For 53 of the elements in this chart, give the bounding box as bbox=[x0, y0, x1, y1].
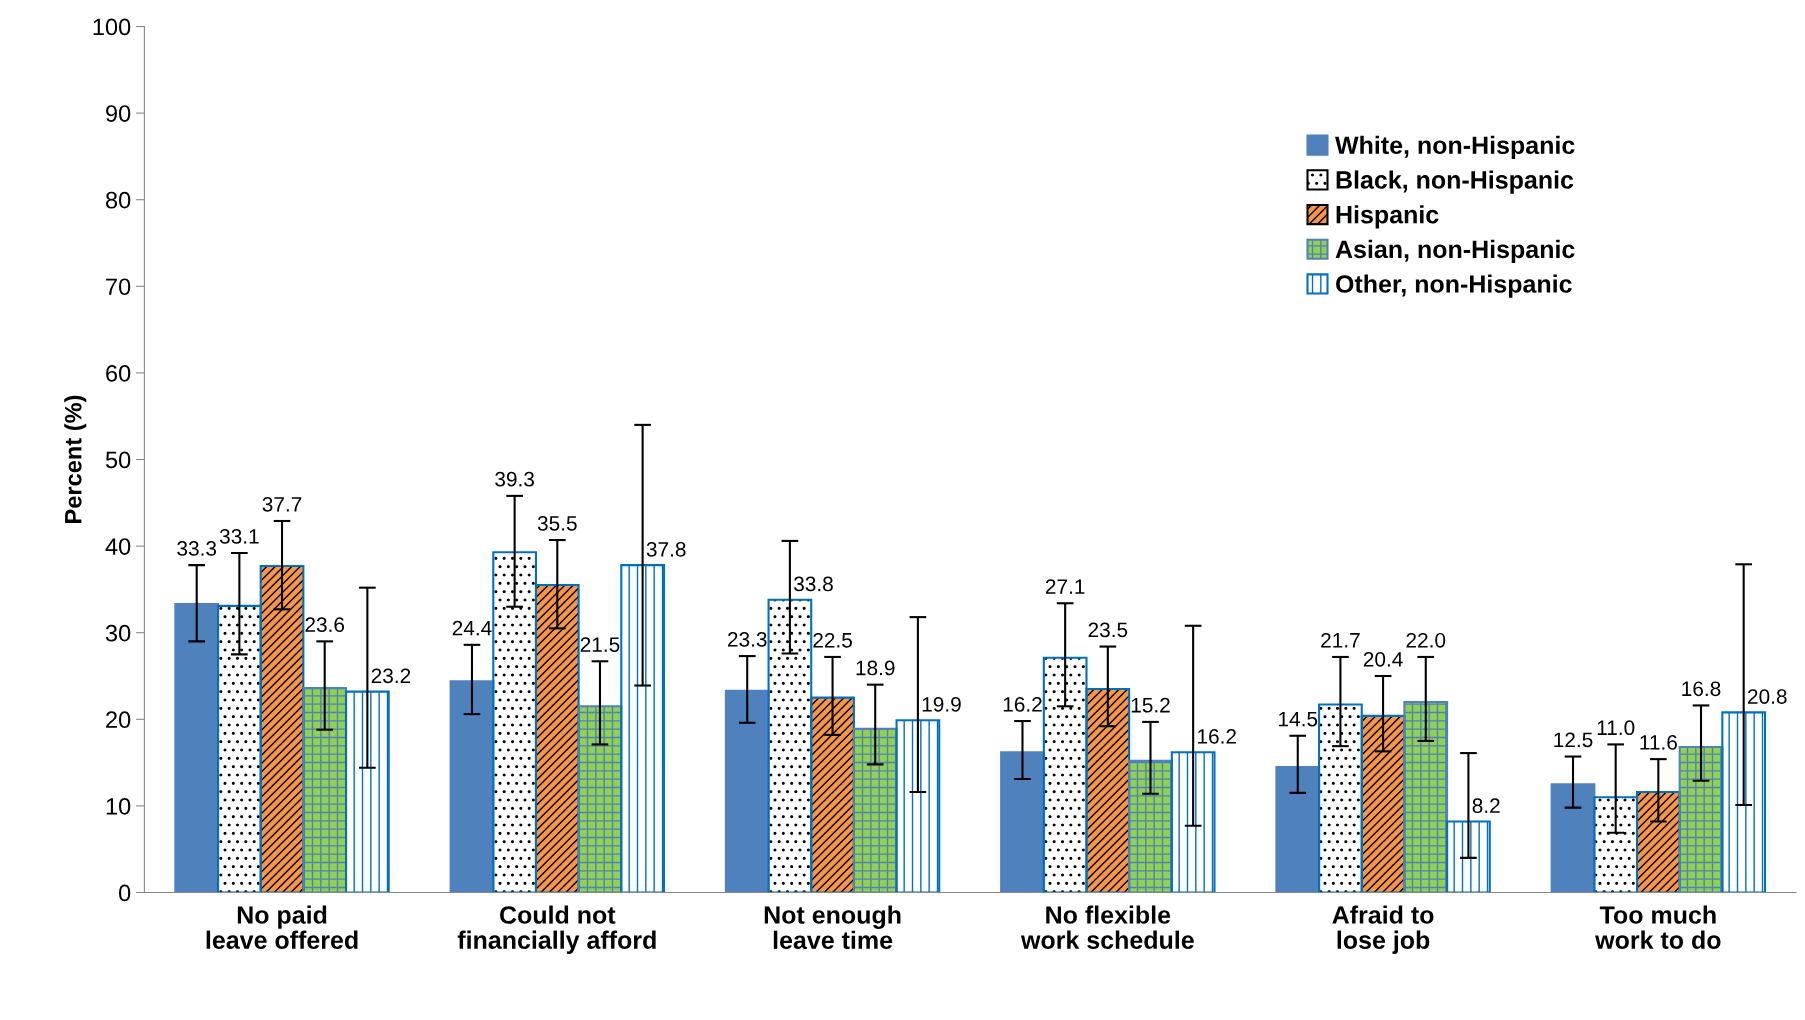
data-label: 14.5 bbox=[1279, 711, 1318, 727]
legend-label: Other, non-Hispanic bbox=[1336, 274, 1572, 298]
x-tick-label: Not enough leave time bbox=[764, 905, 901, 950]
data-label: 20.8 bbox=[1748, 689, 1787, 704]
data-label: 33.1 bbox=[219, 528, 259, 544]
y-tick-label: 30 bbox=[105, 624, 131, 642]
data-label: 22.5 bbox=[813, 632, 852, 648]
data-label: 39.3 bbox=[495, 471, 534, 487]
y-tick-label: 100 bbox=[93, 18, 131, 36]
data-label: 21.7 bbox=[1321, 632, 1360, 648]
data-label: 37.8 bbox=[646, 541, 686, 557]
legend-label: Black, non-Hispanic bbox=[1336, 170, 1574, 194]
data-label: 21.5 bbox=[580, 637, 620, 652]
y-axis-title: Percent (%) bbox=[64, 395, 87, 523]
data-label: 12.5 bbox=[1554, 732, 1593, 748]
y-tick-label: 70 bbox=[106, 278, 131, 296]
data-label: 23.6 bbox=[305, 617, 345, 633]
x-tick-label: No paid leave offered bbox=[206, 905, 358, 949]
data-label: 23.2 bbox=[371, 668, 411, 684]
data-label: 18.9 bbox=[856, 660, 895, 676]
x-tick-label: Afraid to lose job bbox=[1332, 905, 1434, 954]
y-tick-label: 20 bbox=[106, 711, 131, 729]
legend-label: White, non-Hispanic bbox=[1335, 135, 1575, 160]
x-tick-label: No flexible work schedule bbox=[1020, 905, 1194, 949]
data-label: 19.9 bbox=[922, 696, 961, 712]
data-label: 16.8 bbox=[1682, 681, 1721, 697]
y-tick-label: 40 bbox=[105, 538, 131, 555]
y-tick-label: 0 bbox=[119, 884, 131, 902]
data-label: 23.5 bbox=[1088, 622, 1128, 638]
y-tick-label: 90 bbox=[106, 105, 131, 122]
data-label: 16.2 bbox=[1003, 696, 1042, 712]
data-label: 11.6 bbox=[1640, 735, 1677, 750]
data-label: 11.0 bbox=[1597, 720, 1635, 736]
data-label: 33.8 bbox=[793, 576, 833, 592]
y-tick-label: 10 bbox=[106, 797, 131, 815]
y-tick-label: 60 bbox=[106, 364, 131, 382]
data-label: 35.5 bbox=[537, 515, 577, 531]
data-label: 16.2 bbox=[1198, 729, 1236, 744]
data-label: 27.1 bbox=[1045, 579, 1085, 594]
y-tick-label: 80 bbox=[105, 191, 131, 209]
data-label: 15.2 bbox=[1131, 697, 1170, 713]
legend-label: Asian, non-Hispanic bbox=[1335, 239, 1575, 264]
data-label: 24.4 bbox=[452, 620, 492, 636]
legend-label: Hispanic bbox=[1336, 205, 1439, 229]
data-label: 23.3 bbox=[728, 632, 767, 647]
y-tick-label: 50 bbox=[105, 451, 131, 469]
data-label: 8.2 bbox=[1472, 798, 1500, 814]
data-label: 33.3 bbox=[177, 541, 217, 556]
data-label: 22.0 bbox=[1406, 632, 1446, 648]
x-tick-label: Too much work to do bbox=[1595, 905, 1721, 949]
data-label: 37.7 bbox=[262, 496, 302, 512]
x-tick-label: Could not financially afford bbox=[457, 905, 656, 954]
data-label: 20.4 bbox=[1363, 651, 1403, 667]
